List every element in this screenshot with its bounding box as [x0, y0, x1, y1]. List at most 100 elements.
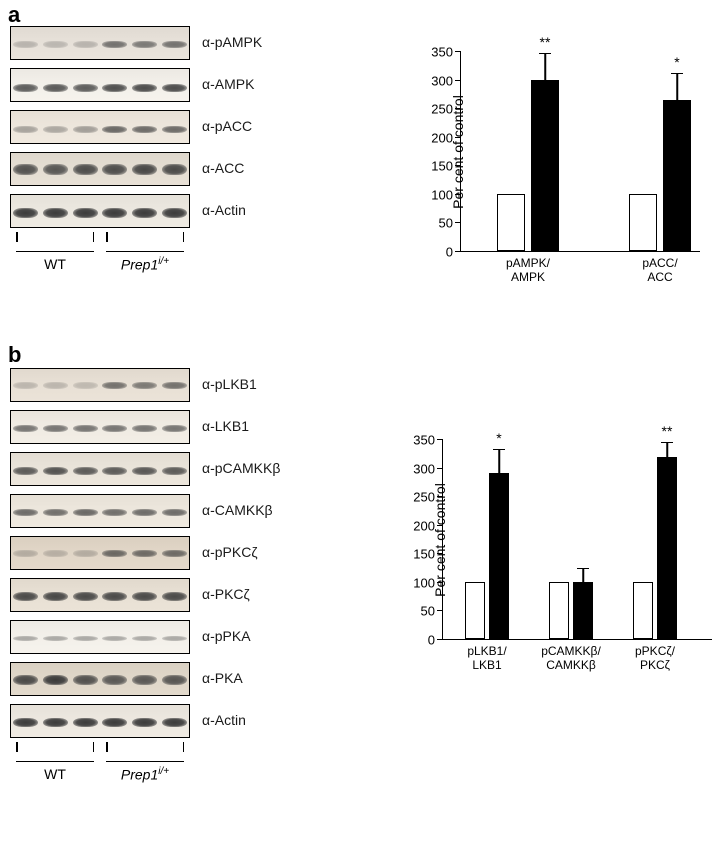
ytick-label: 0: [428, 633, 435, 648]
ytick: [437, 639, 443, 640]
ytick-label: 350: [431, 45, 453, 60]
error-stem: [544, 54, 546, 80]
ytick: [455, 222, 461, 223]
ytick: [455, 80, 461, 81]
bar-white: [633, 582, 653, 639]
ytick: [455, 51, 461, 52]
panel-b-brackets: WT Prep1i/+: [10, 752, 190, 792]
blot-label: α-pLKB1: [202, 376, 257, 392]
panel-a-chart: 050100150200250300350Per cent of control…: [420, 52, 716, 302]
bar-white: [549, 582, 569, 639]
panel-a-blots: α-pAMPKα-AMPKα-pACCα-ACCα-Actin: [10, 26, 310, 236]
bracket-mut: Prep1i/+: [106, 242, 184, 252]
ytick: [455, 251, 461, 252]
blot-label: α-pACC: [202, 118, 252, 134]
x-axis-group-label: pPKCζ/PKCζ: [635, 645, 675, 673]
blot-row: α-pPKCζ: [10, 536, 310, 572]
blot-label: α-CAMKKβ: [202, 502, 273, 518]
ytick-label: 300: [413, 461, 435, 476]
blot-row: α-LKB1: [10, 410, 310, 446]
blot-image: [10, 620, 190, 654]
panel-b-chart: 050100150200250300350Per cent of control…: [402, 440, 716, 690]
x-axis-group-label: pLKB1/LKB1: [467, 645, 506, 673]
blot-image: [10, 110, 190, 144]
blot-label: α-PKCζ: [202, 586, 250, 602]
blot-row: α-pACC: [10, 110, 310, 146]
bracket-wt: WT: [16, 752, 94, 762]
error-cap: [539, 53, 551, 54]
plot-area: 050100150200250300350Per cent of control…: [442, 440, 712, 640]
blot-image: [10, 452, 190, 486]
bar-white: [497, 194, 525, 251]
blot-row: α-Actin: [10, 194, 310, 230]
blot-row: α-PKCζ: [10, 578, 310, 614]
panel-b-blots: α-pLKB1 α-LKB1 α-pCAMKKβ α-CAMKKβ α-pPKCζ α-P…: [10, 368, 310, 746]
blot-image: [10, 536, 190, 570]
bar-black: [663, 100, 691, 251]
significance-marker: **: [540, 34, 551, 50]
error-cap: [671, 73, 683, 74]
blot-image: [10, 662, 190, 696]
ytick: [437, 439, 443, 440]
bracket-mut: Prep1i/+: [106, 752, 184, 762]
blot-label: α-PKA: [202, 670, 243, 686]
blot-label: α-LKB1: [202, 418, 249, 434]
ytick-label: 300: [431, 73, 453, 88]
blot-label: α-ACC: [202, 160, 244, 176]
panel-letter-a: a: [8, 2, 20, 28]
bar-black: [531, 80, 559, 251]
blot-image: [10, 68, 190, 102]
blot-row: α-Actin: [10, 704, 310, 740]
significance-marker: *: [496, 430, 501, 446]
ytick: [437, 468, 443, 469]
bar-black: [657, 457, 677, 639]
error-cap: [577, 568, 589, 569]
blot-image: [10, 26, 190, 60]
y-axis-label: Per cent of control: [450, 95, 466, 209]
blot-image: [10, 194, 190, 228]
bracket-wt: WT: [16, 242, 94, 252]
x-axis-group-label: pACC/ACC: [642, 257, 677, 285]
ytick: [437, 610, 443, 611]
blot-label: α-Actin: [202, 202, 246, 218]
panel-a-brackets: WT Prep1i/+: [10, 242, 190, 282]
blot-image: [10, 704, 190, 738]
blot-image: [10, 578, 190, 612]
error-stem: [666, 443, 668, 457]
significance-marker: **: [662, 423, 673, 439]
blot-label: α-pPKCζ: [202, 544, 258, 560]
error-stem: [498, 450, 500, 473]
ytick-label: 0: [446, 245, 453, 260]
error-stem: [582, 569, 584, 582]
blot-row: α-ACC: [10, 152, 310, 188]
error-cap: [493, 449, 505, 450]
x-axis-group-label: pAMPK/AMPK: [506, 257, 550, 285]
blot-row: α-pCAMKKβ: [10, 452, 310, 488]
panel-letter-b: b: [8, 342, 21, 368]
ytick-label: 50: [421, 604, 435, 619]
error-cap: [661, 442, 673, 443]
bar-white: [629, 194, 657, 251]
bracket-label: WT: [16, 256, 94, 272]
blot-image: [10, 368, 190, 402]
blot-image: [10, 410, 190, 444]
bracket-label: WT: [16, 766, 94, 782]
x-axis-group-label: pCAMKKβ/CAMKKβ: [541, 645, 601, 673]
bar-black: [489, 473, 509, 639]
bracket-label: Prep1i/+: [106, 766, 184, 783]
blot-row: α-PKA: [10, 662, 310, 698]
blot-label: α-Actin: [202, 712, 246, 728]
blot-label: α-pCAMKKβ: [202, 460, 280, 476]
blot-image: [10, 152, 190, 186]
blot-row: α-pAMPK: [10, 26, 310, 62]
bar-black: [573, 582, 593, 639]
plot-area: 050100150200250300350Per cent of control…: [460, 52, 700, 252]
blot-row: α-pPKA: [10, 620, 310, 656]
significance-marker: *: [674, 54, 679, 70]
error-stem: [676, 74, 678, 100]
blot-row: α-pLKB1: [10, 368, 310, 404]
blot-label: α-pPKA: [202, 628, 251, 644]
bracket-label: Prep1i/+: [106, 256, 184, 273]
blot-image: [10, 494, 190, 528]
bar-white: [465, 582, 485, 639]
